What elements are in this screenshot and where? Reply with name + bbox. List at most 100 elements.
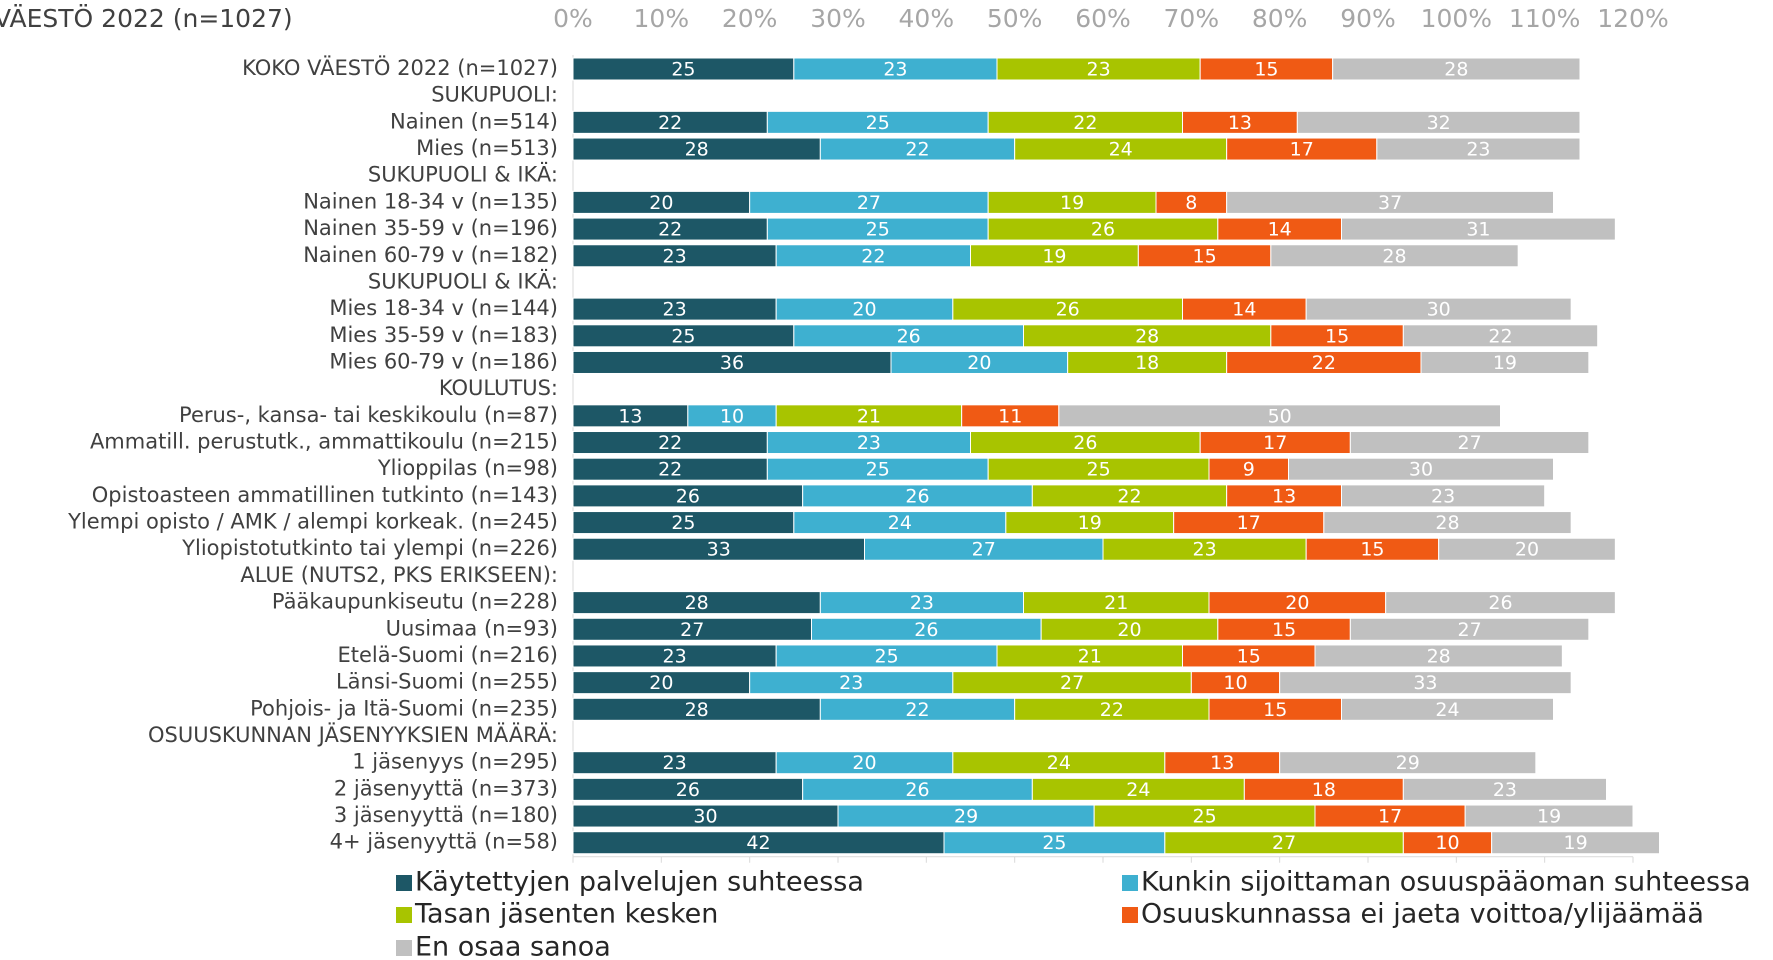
value-label: 15 — [1263, 699, 1287, 721]
y-tick-label: SUKUPUOLI & IKÄ: — [368, 268, 558, 293]
value-label: 8 — [1185, 192, 1197, 214]
value-label: 28 — [685, 699, 709, 721]
x-tick-label: 90% — [1340, 4, 1396, 33]
bar-segment — [1402, 324, 1599, 348]
value-label: 11 — [998, 405, 1022, 427]
y-tick-label: Nainen 18-34 v (n=135) — [303, 189, 558, 213]
value-label: 24 — [1435, 699, 1459, 721]
value-label: 23 — [839, 672, 863, 694]
bar-segment — [1058, 404, 1502, 428]
value-label: 23 — [1086, 59, 1110, 81]
legend-label: Käytettyjen palvelujen suhteessa — [415, 867, 864, 898]
value-label: 26 — [914, 619, 938, 641]
bar-segment — [1279, 751, 1537, 775]
value-label: 26 — [676, 779, 700, 801]
value-label: 18 — [1135, 352, 1159, 374]
value-label: 25 — [1086, 459, 1110, 481]
value-label: 26 — [1073, 432, 1097, 454]
x-tick-label: 20% — [722, 4, 778, 33]
value-label: 23 — [857, 432, 881, 454]
y-tick-label: ALUE (NUTS2, PKS ERIKSEEN): — [240, 563, 558, 587]
value-label: 15 — [1325, 325, 1349, 347]
value-label: 20 — [852, 299, 876, 321]
value-label: 20 — [1117, 619, 1141, 641]
legend-swatch — [396, 940, 412, 956]
value-label: 28 — [685, 592, 709, 614]
value-label: 27 — [1060, 672, 1084, 694]
value-label: 17 — [1378, 806, 1402, 828]
value-label: 26 — [1056, 299, 1080, 321]
value-label: 23 — [1466, 139, 1490, 161]
value-label: 15 — [1360, 539, 1384, 561]
value-label: 25 — [866, 219, 890, 241]
value-label: 25 — [671, 59, 695, 81]
bar-segment — [1341, 484, 1546, 508]
value-label: 13 — [1228, 112, 1252, 134]
x-tick-label: 70% — [1164, 4, 1220, 33]
value-label: 24 — [1109, 139, 1133, 161]
legend-label: Tasan jäsenten kesken — [414, 899, 718, 930]
bar-segment — [1305, 297, 1572, 321]
value-label: 14 — [1232, 299, 1256, 321]
bar-segment — [1420, 350, 1590, 374]
value-label: 26 — [897, 325, 921, 347]
x-tick-label: 100% — [1421, 4, 1492, 33]
value-label: 30 — [1409, 459, 1433, 481]
y-tick-label: Uusimaa (n=93) — [386, 616, 558, 640]
legend-swatch — [396, 875, 412, 891]
value-label: 28 — [1435, 512, 1459, 534]
bar-segment — [1464, 804, 1634, 828]
bar-segment — [1491, 831, 1660, 855]
value-label: 17 — [1237, 512, 1261, 534]
value-label: 15 — [1272, 619, 1296, 641]
value-label: 20 — [967, 352, 991, 374]
x-tick-label: 120% — [1597, 4, 1668, 33]
bar-segment — [1270, 244, 1519, 268]
value-label: 29 — [1396, 752, 1420, 774]
value-label: 17 — [1290, 139, 1314, 161]
legend-label: Kunkin sijoittaman osuuspääoman suhteess… — [1141, 867, 1751, 898]
value-label: 23 — [662, 299, 686, 321]
value-label: 28 — [1427, 645, 1451, 667]
y-tick-label: SUKUPUOLI & IKÄ: — [368, 162, 558, 187]
value-label: 26 — [905, 485, 929, 507]
value-label: 19 — [1493, 352, 1517, 374]
value-label: 20 — [649, 192, 673, 214]
bar-segment — [1349, 617, 1590, 641]
value-label: 20 — [1285, 592, 1309, 614]
value-label: 28 — [1382, 245, 1406, 267]
value-label: 20 — [1515, 539, 1539, 561]
bar-segment — [1341, 217, 1616, 241]
value-label: 22 — [905, 699, 929, 721]
y-tick-label: Ylioppilas (n=98) — [377, 456, 558, 480]
value-label: 50 — [1268, 405, 1292, 427]
value-label: 21 — [1078, 645, 1102, 667]
value-label: 19 — [1042, 245, 1066, 267]
value-label: 26 — [1091, 219, 1115, 241]
value-label: 22 — [658, 112, 682, 134]
value-label: 22 — [1073, 112, 1097, 134]
value-label: 29 — [954, 806, 978, 828]
chart-title: VÄESTÖ 2022 (n=1027) — [0, 4, 293, 33]
legend-swatch — [1122, 875, 1138, 891]
bar-segment — [1332, 57, 1581, 81]
value-label: 24 — [1126, 779, 1150, 801]
x-tick-label: 40% — [899, 4, 955, 33]
bar-segment — [1349, 431, 1590, 455]
value-label: 30 — [693, 806, 717, 828]
bar-segment — [1385, 591, 1616, 615]
y-tick-label: Mies (n=513) — [416, 136, 558, 160]
value-label: 15 — [1237, 645, 1261, 667]
y-tick-label: Ylempi opisto / AMK / alempi korkeak. (n… — [67, 510, 558, 534]
y-tick-label: Mies 60-79 v (n=186) — [329, 349, 558, 373]
y-tick-label: OSUUSKUNNAN JÄSENYYKSIEN MÄÄRÄ: — [148, 722, 558, 747]
value-label: 27 — [1457, 432, 1481, 454]
value-label: 28 — [1135, 325, 1159, 347]
x-tick-label: 110% — [1509, 4, 1580, 33]
value-label: 33 — [707, 539, 731, 561]
value-label: 25 — [1192, 806, 1216, 828]
y-tick-label: Perus-, kansa- tai keskikoulu (n=87) — [179, 403, 558, 427]
value-label: 42 — [746, 832, 770, 854]
value-label: 30 — [1427, 299, 1451, 321]
